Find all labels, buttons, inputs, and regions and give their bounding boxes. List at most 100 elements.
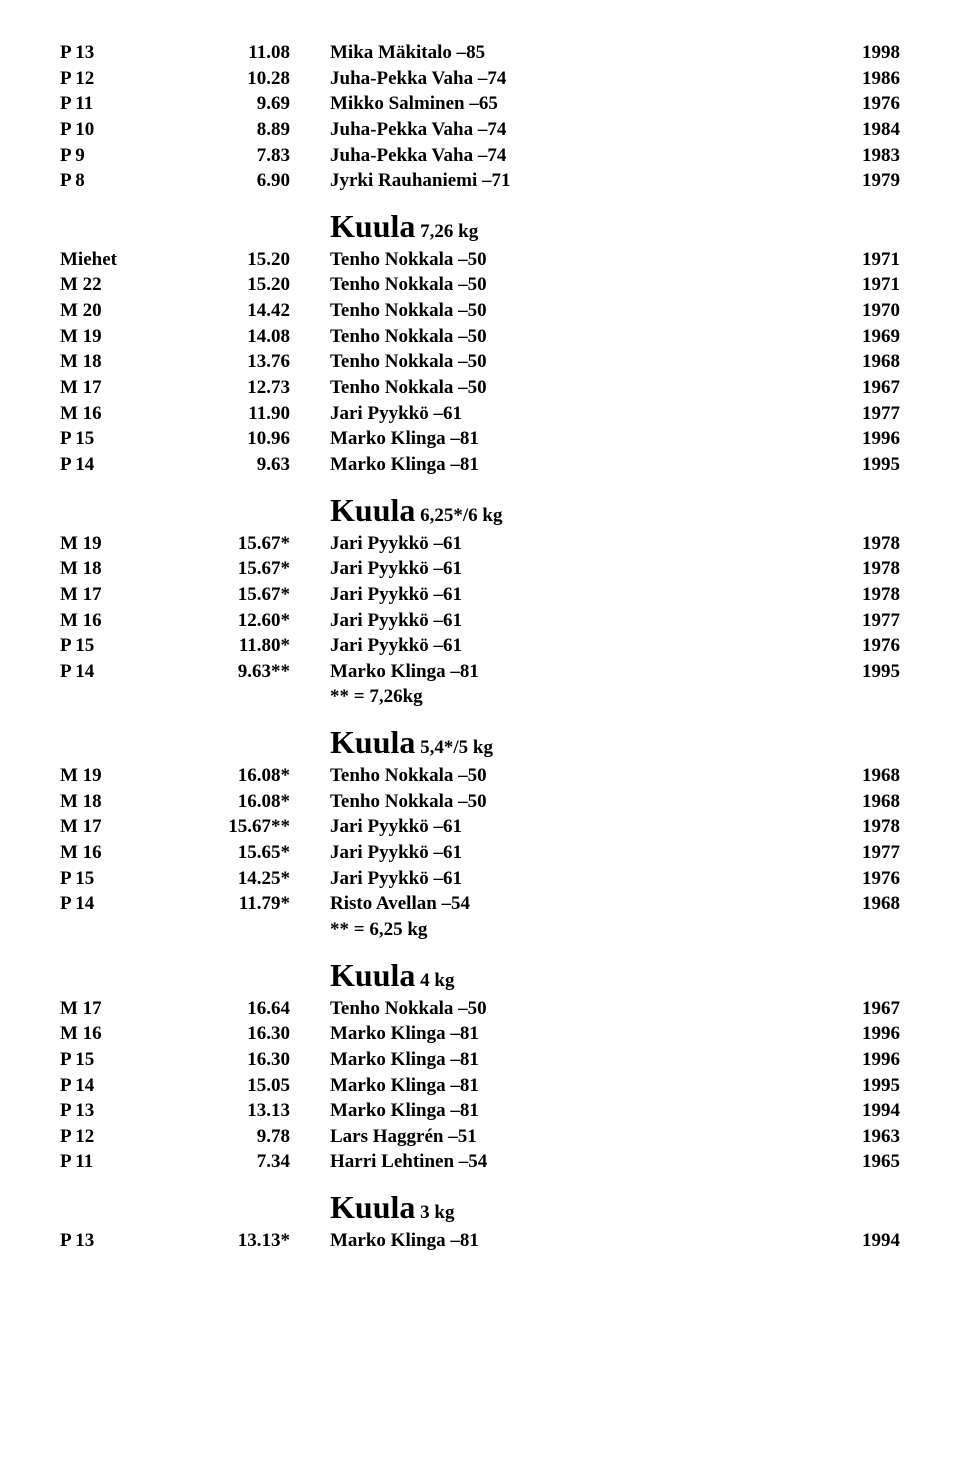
- table-row: M 1916.08*Tenho Nokkala –501968: [60, 763, 900, 789]
- row-athlete: Jari Pyykkö –61: [330, 814, 830, 840]
- row-athlete: Marko Klinga –81: [330, 426, 830, 452]
- table-row: P 1511.80*Jari Pyykkö –611976: [60, 633, 900, 659]
- table-row: M 1815.67*Jari Pyykkö –611978: [60, 556, 900, 582]
- row-value: 15.67*: [170, 556, 330, 582]
- row-label: P 14: [60, 891, 170, 917]
- row-label: P 10: [60, 117, 170, 143]
- row-athlete: Jari Pyykkö –61: [330, 840, 830, 866]
- row-value: 6.90: [170, 168, 330, 194]
- row-value: 15.67*: [170, 582, 330, 608]
- section-title: Kuula 7,26 kg: [60, 208, 900, 245]
- row-year: 1969: [830, 324, 900, 350]
- row-value: 8.89: [170, 117, 330, 143]
- table-row: M 1915.67*Jari Pyykkö –611978: [60, 531, 900, 557]
- row-year: 1978: [830, 531, 900, 557]
- row-value: 14.08: [170, 324, 330, 350]
- row-value: 13.13*: [170, 1228, 330, 1254]
- table-row: M 2014.42Tenho Nokkala –501970: [60, 298, 900, 324]
- table-row: P 1510.96Marko Klinga –811996: [60, 426, 900, 452]
- table-row: M 1816.08*Tenho Nokkala –501968: [60, 789, 900, 815]
- row-year: 1968: [830, 891, 900, 917]
- section-note: ** = 7,26kg: [60, 684, 900, 710]
- section-title-sub: 7,26 kg: [415, 221, 478, 242]
- table-row: P 1313.13*Marko Klinga –811994: [60, 1228, 900, 1254]
- row-value: 9.69: [170, 91, 330, 117]
- row-value: 15.20: [170, 247, 330, 273]
- row-label: M 16: [60, 401, 170, 427]
- table-row: P 108.89Juha-Pekka Vaha –741984: [60, 117, 900, 143]
- table-row: P 149.63Marko Klinga –811995: [60, 452, 900, 478]
- row-athlete: Marko Klinga –81: [330, 1021, 830, 1047]
- row-label: P 15: [60, 866, 170, 892]
- table-row: M 1712.73Tenho Nokkala –501967: [60, 375, 900, 401]
- section-title: Kuula 3 kg: [60, 1189, 900, 1226]
- row-label: P 14: [60, 1073, 170, 1099]
- row-label: P 14: [60, 659, 170, 685]
- row-athlete: Jari Pyykkö –61: [330, 633, 830, 659]
- table-row: P 149.63**Marko Klinga –811995: [60, 659, 900, 685]
- row-year: 1996: [830, 1047, 900, 1073]
- row-year: 1977: [830, 840, 900, 866]
- section-title-sub: 4 kg: [415, 970, 454, 991]
- row-athlete: Marko Klinga –81: [330, 1228, 830, 1254]
- table-row: M 1914.08Tenho Nokkala –501969: [60, 324, 900, 350]
- section-title-main: Kuula: [330, 724, 415, 760]
- row-year: 1976: [830, 633, 900, 659]
- row-year: 1994: [830, 1228, 900, 1254]
- row-label: P 15: [60, 633, 170, 659]
- table-row: P 129.78Lars Haggrén –511963: [60, 1124, 900, 1150]
- row-value: 9.63**: [170, 659, 330, 685]
- row-value: 16.30: [170, 1021, 330, 1047]
- table-row: M 1616.30Marko Klinga –811996: [60, 1021, 900, 1047]
- row-value: 9.63: [170, 452, 330, 478]
- section-note: ** = 6,25 kg: [60, 917, 900, 943]
- row-year: 1977: [830, 401, 900, 427]
- row-value: 11.90: [170, 401, 330, 427]
- row-athlete: Jari Pyykkö –61: [330, 401, 830, 427]
- row-value: 12.60*: [170, 608, 330, 634]
- row-label: M 18: [60, 556, 170, 582]
- section-title: Kuula 5,4*/5 kg: [60, 724, 900, 761]
- row-label: M 16: [60, 1021, 170, 1047]
- row-athlete: Tenho Nokkala –50: [330, 324, 830, 350]
- row-label: P 13: [60, 1228, 170, 1254]
- table-row: P 1311.08Mika Mäkitalo –851998: [60, 40, 900, 66]
- row-value: 14.25*: [170, 866, 330, 892]
- row-label: M 19: [60, 763, 170, 789]
- row-year: 1977: [830, 608, 900, 634]
- table-row: M 1715.67*Jari Pyykkö –611978: [60, 582, 900, 608]
- row-year: 1995: [830, 659, 900, 685]
- row-year: 1979: [830, 168, 900, 194]
- table-row: P 1514.25*Jari Pyykkö –611976: [60, 866, 900, 892]
- row-year: 1967: [830, 996, 900, 1022]
- row-label: M 18: [60, 789, 170, 815]
- row-value: 16.30: [170, 1047, 330, 1073]
- row-athlete: Tenho Nokkala –50: [330, 349, 830, 375]
- row-label: P 8: [60, 168, 170, 194]
- row-year: 1978: [830, 556, 900, 582]
- section-title-main: Kuula: [330, 957, 415, 993]
- table-row: P 119.69Mikko Salminen –651976: [60, 91, 900, 117]
- row-label: M 22: [60, 272, 170, 298]
- row-year: 1970: [830, 298, 900, 324]
- row-value: 16.08*: [170, 789, 330, 815]
- row-value: 13.76: [170, 349, 330, 375]
- row-year: 1976: [830, 91, 900, 117]
- table-row: P 117.34Harri Lehtinen –541965: [60, 1149, 900, 1175]
- row-label: Miehet: [60, 247, 170, 273]
- row-value: 15.67*: [170, 531, 330, 557]
- row-year: 1968: [830, 789, 900, 815]
- row-value: 7.83: [170, 143, 330, 169]
- row-label: P 12: [60, 66, 170, 92]
- row-label: P 15: [60, 1047, 170, 1073]
- row-value: 15.67**: [170, 814, 330, 840]
- row-athlete: Marko Klinga –81: [330, 452, 830, 478]
- row-year: 1968: [830, 349, 900, 375]
- row-value: 9.78: [170, 1124, 330, 1150]
- row-athlete: Jari Pyykkö –61: [330, 556, 830, 582]
- row-year: 1965: [830, 1149, 900, 1175]
- row-year: 1978: [830, 814, 900, 840]
- table-row: M 1611.90Jari Pyykkö –611977: [60, 401, 900, 427]
- row-athlete: Marko Klinga –81: [330, 1047, 830, 1073]
- row-athlete: Juha-Pekka Vaha –74: [330, 143, 830, 169]
